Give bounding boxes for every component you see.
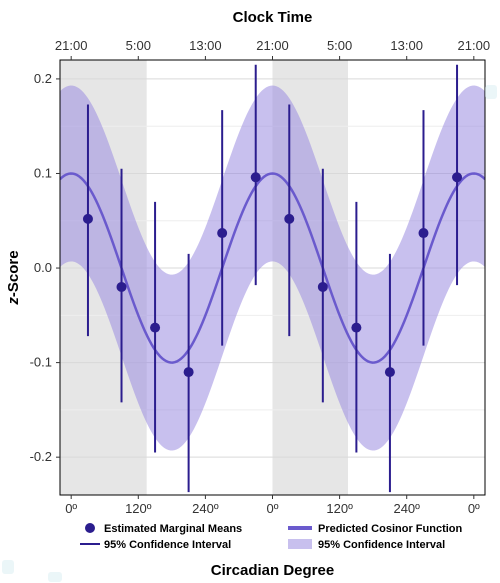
bottom-tick-label: 0º bbox=[468, 501, 480, 516]
data-point bbox=[284, 214, 294, 224]
top-tick-label: 21:00 bbox=[55, 38, 88, 53]
data-point bbox=[418, 228, 428, 238]
top-axis-title: Clock Time bbox=[233, 9, 313, 26]
bottom-tick-label: 240º bbox=[192, 501, 219, 516]
data-point bbox=[385, 367, 395, 377]
data-point bbox=[117, 282, 127, 292]
data-point bbox=[351, 323, 361, 333]
y-tick-label: -0.1 bbox=[30, 355, 52, 370]
y-tick-label: 0.1 bbox=[34, 165, 52, 180]
data-point bbox=[452, 172, 462, 182]
data-point bbox=[251, 172, 261, 182]
data-point bbox=[83, 214, 93, 224]
legend: Estimated Marginal Means 95% Confidence I… bbox=[80, 523, 463, 551]
z-score-chart: -0.2 -0.1 0.0 0.1 0.2 21:00 5:00 13:00 21:00 5:00… bbox=[0, 0, 500, 583]
y-tick-label: -0.2 bbox=[30, 449, 52, 464]
top-tick-label: 5:00 bbox=[126, 38, 151, 53]
data-point bbox=[184, 367, 194, 377]
bottom-tick-label: 0º bbox=[65, 501, 77, 516]
y-axis-title: z-Score bbox=[5, 250, 22, 305]
bottom-tick-label: 0º bbox=[267, 501, 279, 516]
data-point bbox=[318, 282, 328, 292]
decor-mark bbox=[485, 85, 497, 99]
legend-label: Estimated Marginal Means bbox=[104, 523, 242, 535]
top-tick-label: 5:00 bbox=[327, 38, 352, 53]
legend-label: 95% Confidence Interval bbox=[318, 539, 445, 551]
legend-label: 95% Confidence Interval bbox=[104, 539, 231, 551]
bottom-tick-label: 120º bbox=[326, 501, 353, 516]
y-tick-label: 0.0 bbox=[34, 260, 52, 275]
bottom-axis-title: Circadian Degree bbox=[211, 562, 334, 579]
decor-mark bbox=[48, 572, 62, 582]
top-tick-label: 13:00 bbox=[189, 38, 222, 53]
bottom-tick-label: 240º bbox=[393, 501, 420, 516]
top-tick-label: 13:00 bbox=[390, 38, 423, 53]
chart-svg: -0.2 -0.1 0.0 0.1 0.2 21:00 5:00 13:00 21:00 5:00… bbox=[0, 0, 500, 583]
legend-label: Predicted Cosinor Function bbox=[318, 523, 463, 535]
bottom-tick-label: 120º bbox=[125, 501, 152, 516]
data-point bbox=[150, 323, 160, 333]
data-point bbox=[217, 228, 227, 238]
y-tick-label: 0.2 bbox=[34, 71, 52, 86]
top-tick-label: 21:00 bbox=[256, 38, 289, 53]
decor-mark bbox=[2, 560, 14, 574]
top-tick-label: 21:00 bbox=[458, 38, 491, 53]
